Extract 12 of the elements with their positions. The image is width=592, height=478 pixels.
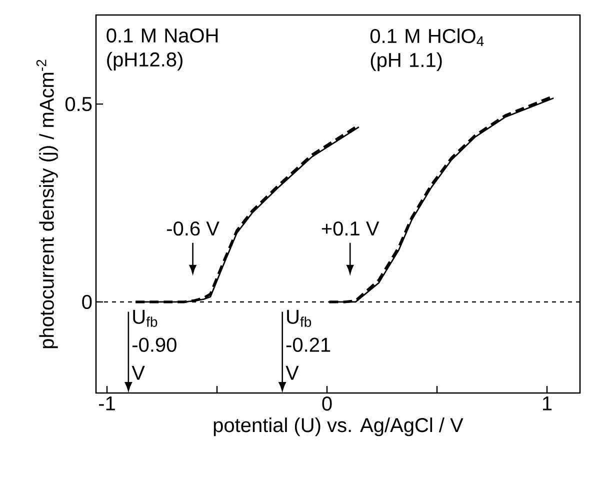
y-axis-title: photocurrent density (j) / mAcm$^{-2}$ [36,60,58,348]
annotation: 0.1 M NaOH (pH12.8) [106,28,218,71]
x-axis-title: potential (U) vs. Ag/AgCl / V [214,418,464,436]
annotation: U$_{fb}$ -0.90 V [132,310,176,380]
annotation: U$_{fb}$ -0.21 V [286,310,330,380]
annotation: +0.1 V [322,221,380,236]
x-tick-label: 0 [322,396,332,411]
annotation: -0.6 V [167,221,220,236]
x-tick-label: 1 [542,396,552,410]
x-tick-label: -1 [99,396,115,410]
text: 0.1 M HClO$_{4}$ (pH 1.1) [370,28,484,72]
y-tick-label: 0.5 [65,96,92,112]
